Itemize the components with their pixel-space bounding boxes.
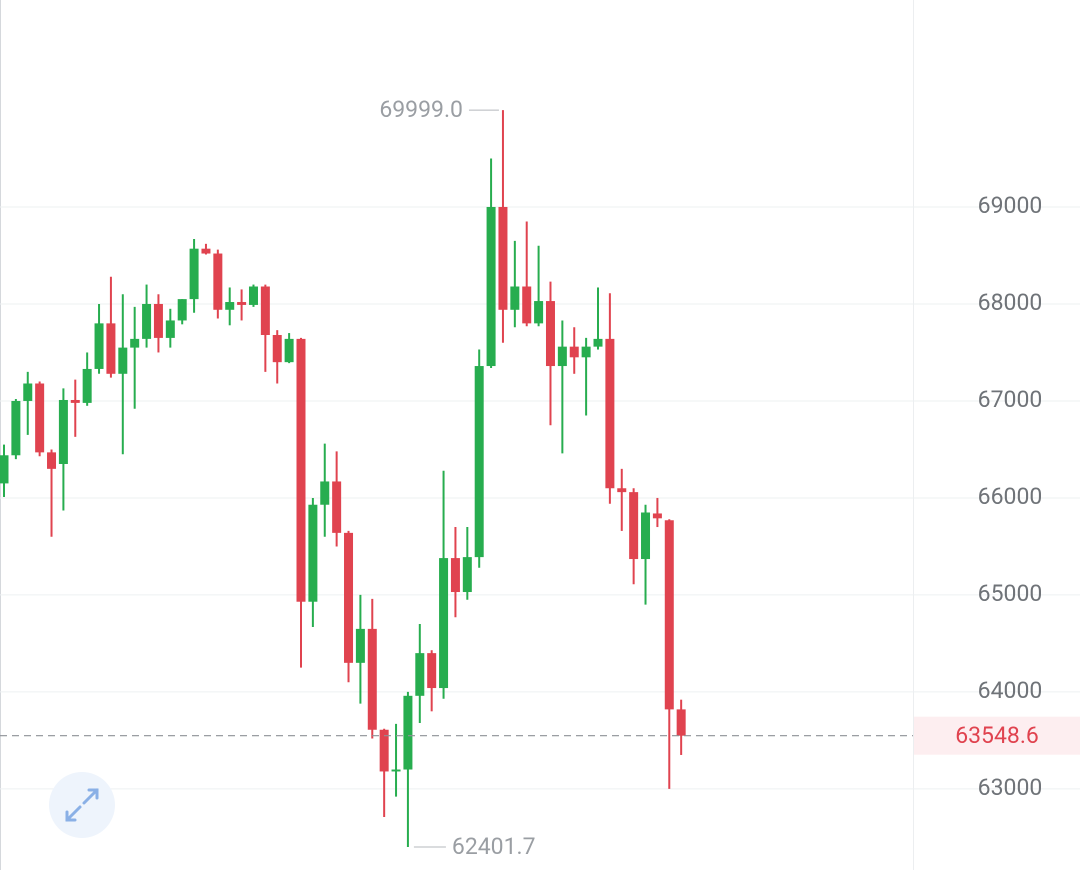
expand-icon xyxy=(65,788,99,822)
y-tick-label: 68000 xyxy=(978,289,1043,316)
candle-body xyxy=(165,320,175,338)
candle-body xyxy=(486,206,496,367)
candle-body xyxy=(58,399,68,464)
last-price-label: 63548.6 xyxy=(955,722,1039,749)
candle-body xyxy=(557,346,567,367)
candle-body xyxy=(296,338,306,602)
candle-body xyxy=(605,338,615,489)
y-tick-label: 63000 xyxy=(978,774,1043,801)
candle-body xyxy=(676,709,686,736)
candle-body xyxy=(177,299,187,321)
candle-body xyxy=(427,653,437,689)
candle-body xyxy=(652,513,662,519)
candle-body xyxy=(47,452,57,469)
candles xyxy=(0,110,686,847)
high-label: 69999.0 xyxy=(379,96,463,123)
y-tick-label: 64000 xyxy=(978,677,1043,704)
candle-body xyxy=(545,301,555,367)
y-tick-label: 67000 xyxy=(978,386,1043,413)
candle-body xyxy=(522,286,532,324)
candle-body xyxy=(415,653,425,696)
overlay: 69999.0 62401.7 63548.6 xyxy=(0,96,1080,860)
candle-body xyxy=(130,338,140,348)
y-tick-label: 69000 xyxy=(978,192,1043,219)
candle-body xyxy=(260,286,270,336)
candle-body xyxy=(593,338,603,347)
candle-body xyxy=(237,302,247,305)
candle-body xyxy=(201,248,211,254)
candle-body xyxy=(213,253,223,310)
candle-body xyxy=(70,399,80,403)
candle-body xyxy=(439,558,449,689)
candle-body xyxy=(617,488,627,493)
candle-body xyxy=(355,628,365,663)
candle-body xyxy=(118,347,128,374)
candle-body xyxy=(189,248,199,300)
candle-body xyxy=(474,366,484,558)
candle-body xyxy=(367,628,377,730)
candle-body xyxy=(581,346,591,358)
candle-body xyxy=(344,532,354,663)
expand-button-bg[interactable] xyxy=(49,772,115,838)
candle-body xyxy=(142,303,152,339)
candle-body xyxy=(391,769,401,772)
grid: 63000 64000 65000 66000 67000 68000 69000 xyxy=(0,192,1080,801)
candle-body xyxy=(11,400,21,456)
expand-button[interactable] xyxy=(49,772,115,838)
candle-body xyxy=(534,301,544,324)
candle-body xyxy=(320,481,330,505)
candle-body xyxy=(225,302,235,310)
candle-body xyxy=(0,455,9,484)
candle-body xyxy=(35,383,45,453)
last-price-box xyxy=(914,716,1080,755)
low-label: 62401.7 xyxy=(452,833,536,860)
candle-body xyxy=(510,286,520,310)
candle-body xyxy=(82,368,92,403)
candle-body xyxy=(379,729,389,772)
candle-body xyxy=(332,481,342,533)
y-tick-label: 66000 xyxy=(978,483,1043,510)
candle-body xyxy=(462,557,472,593)
candle-body xyxy=(153,303,163,338)
candle-body xyxy=(641,512,651,560)
candle-body xyxy=(629,492,639,560)
candle-body xyxy=(664,520,674,710)
candle-body xyxy=(569,346,579,358)
candle-body xyxy=(284,338,294,363)
candle-body xyxy=(403,695,413,770)
candle-body xyxy=(248,286,258,305)
candle-body xyxy=(272,335,282,363)
candle-body xyxy=(94,323,104,369)
candle-body xyxy=(106,323,116,374)
y-tick-label: 65000 xyxy=(978,580,1043,607)
candle-body xyxy=(308,504,318,602)
candle-body xyxy=(498,206,508,310)
candle-body xyxy=(450,558,460,593)
candle-body xyxy=(23,383,33,401)
